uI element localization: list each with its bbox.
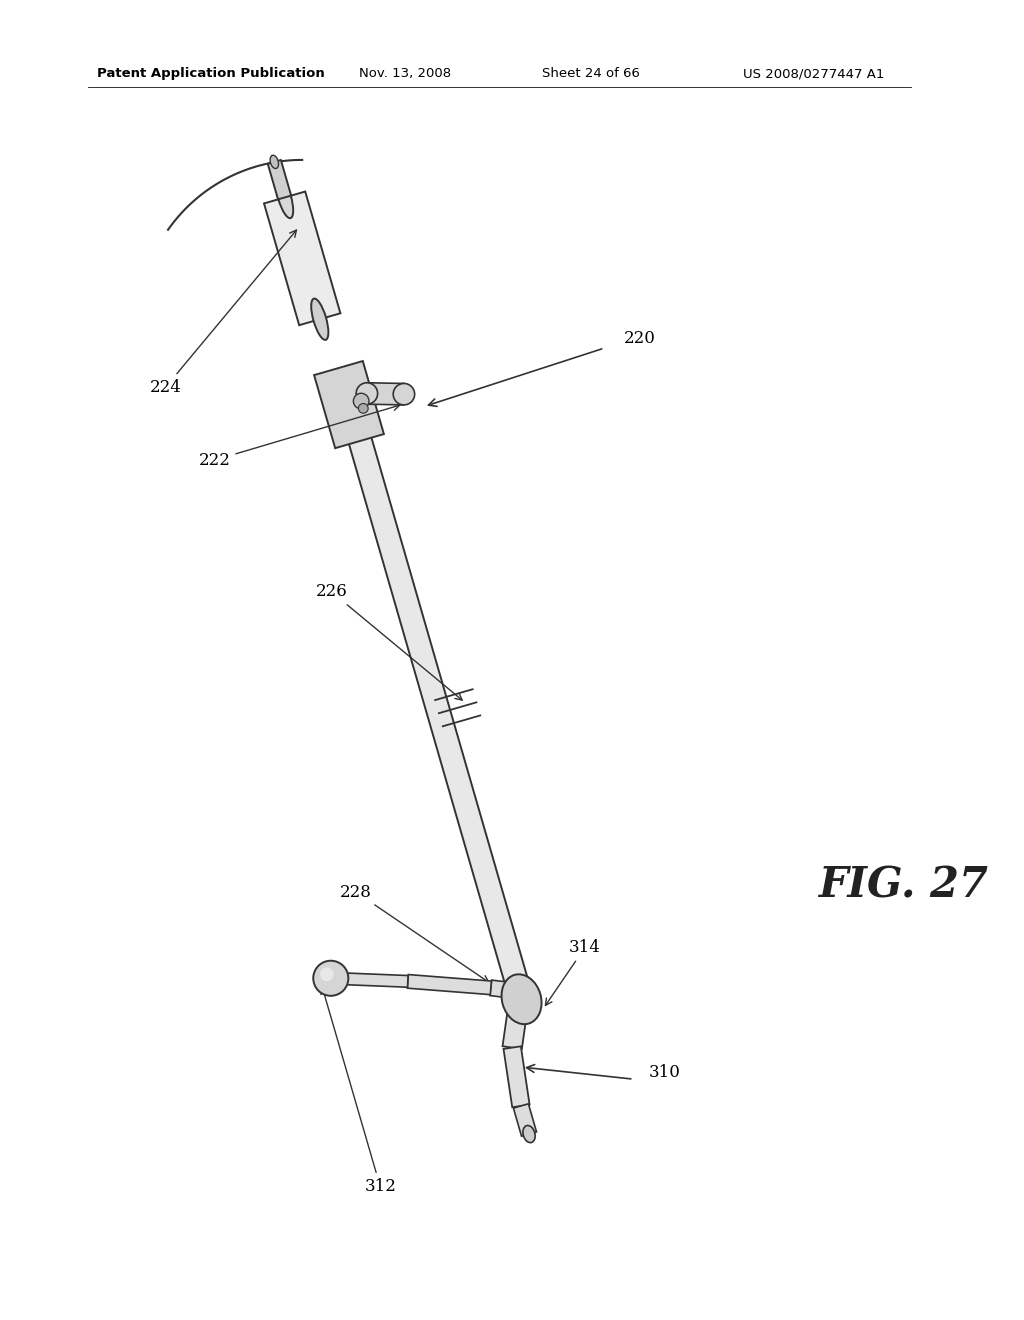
Text: Sheet 24 of 66: Sheet 24 of 66 — [542, 67, 640, 81]
Text: Patent Application Publication: Patent Application Publication — [97, 67, 326, 81]
Polygon shape — [347, 433, 532, 1002]
Ellipse shape — [502, 974, 542, 1024]
Polygon shape — [267, 160, 291, 199]
Circle shape — [313, 961, 348, 995]
Polygon shape — [489, 979, 528, 1001]
Ellipse shape — [393, 383, 415, 405]
Polygon shape — [504, 1047, 529, 1107]
Text: 222: 222 — [199, 404, 399, 469]
Text: US 2008/0277447 A1: US 2008/0277447 A1 — [742, 67, 884, 81]
Text: 226: 226 — [315, 583, 462, 700]
Polygon shape — [314, 362, 384, 449]
Polygon shape — [513, 1104, 537, 1137]
Polygon shape — [503, 1005, 527, 1049]
Polygon shape — [346, 973, 408, 987]
Ellipse shape — [270, 156, 279, 169]
Ellipse shape — [276, 177, 293, 218]
Ellipse shape — [311, 298, 329, 341]
Text: 314: 314 — [546, 939, 601, 1006]
Polygon shape — [367, 383, 404, 405]
Text: 312: 312 — [321, 987, 396, 1195]
Circle shape — [321, 968, 334, 981]
Circle shape — [353, 393, 369, 409]
Text: Nov. 13, 2008: Nov. 13, 2008 — [358, 67, 451, 81]
Circle shape — [358, 404, 369, 413]
Text: 224: 224 — [150, 230, 297, 396]
Polygon shape — [408, 974, 492, 995]
Text: FIG. 27: FIG. 27 — [819, 865, 989, 907]
Text: 310: 310 — [648, 1064, 680, 1081]
Text: 220: 220 — [624, 330, 655, 347]
Ellipse shape — [356, 383, 378, 404]
Text: 228: 228 — [340, 883, 488, 982]
Ellipse shape — [523, 1126, 536, 1143]
Polygon shape — [264, 191, 340, 325]
